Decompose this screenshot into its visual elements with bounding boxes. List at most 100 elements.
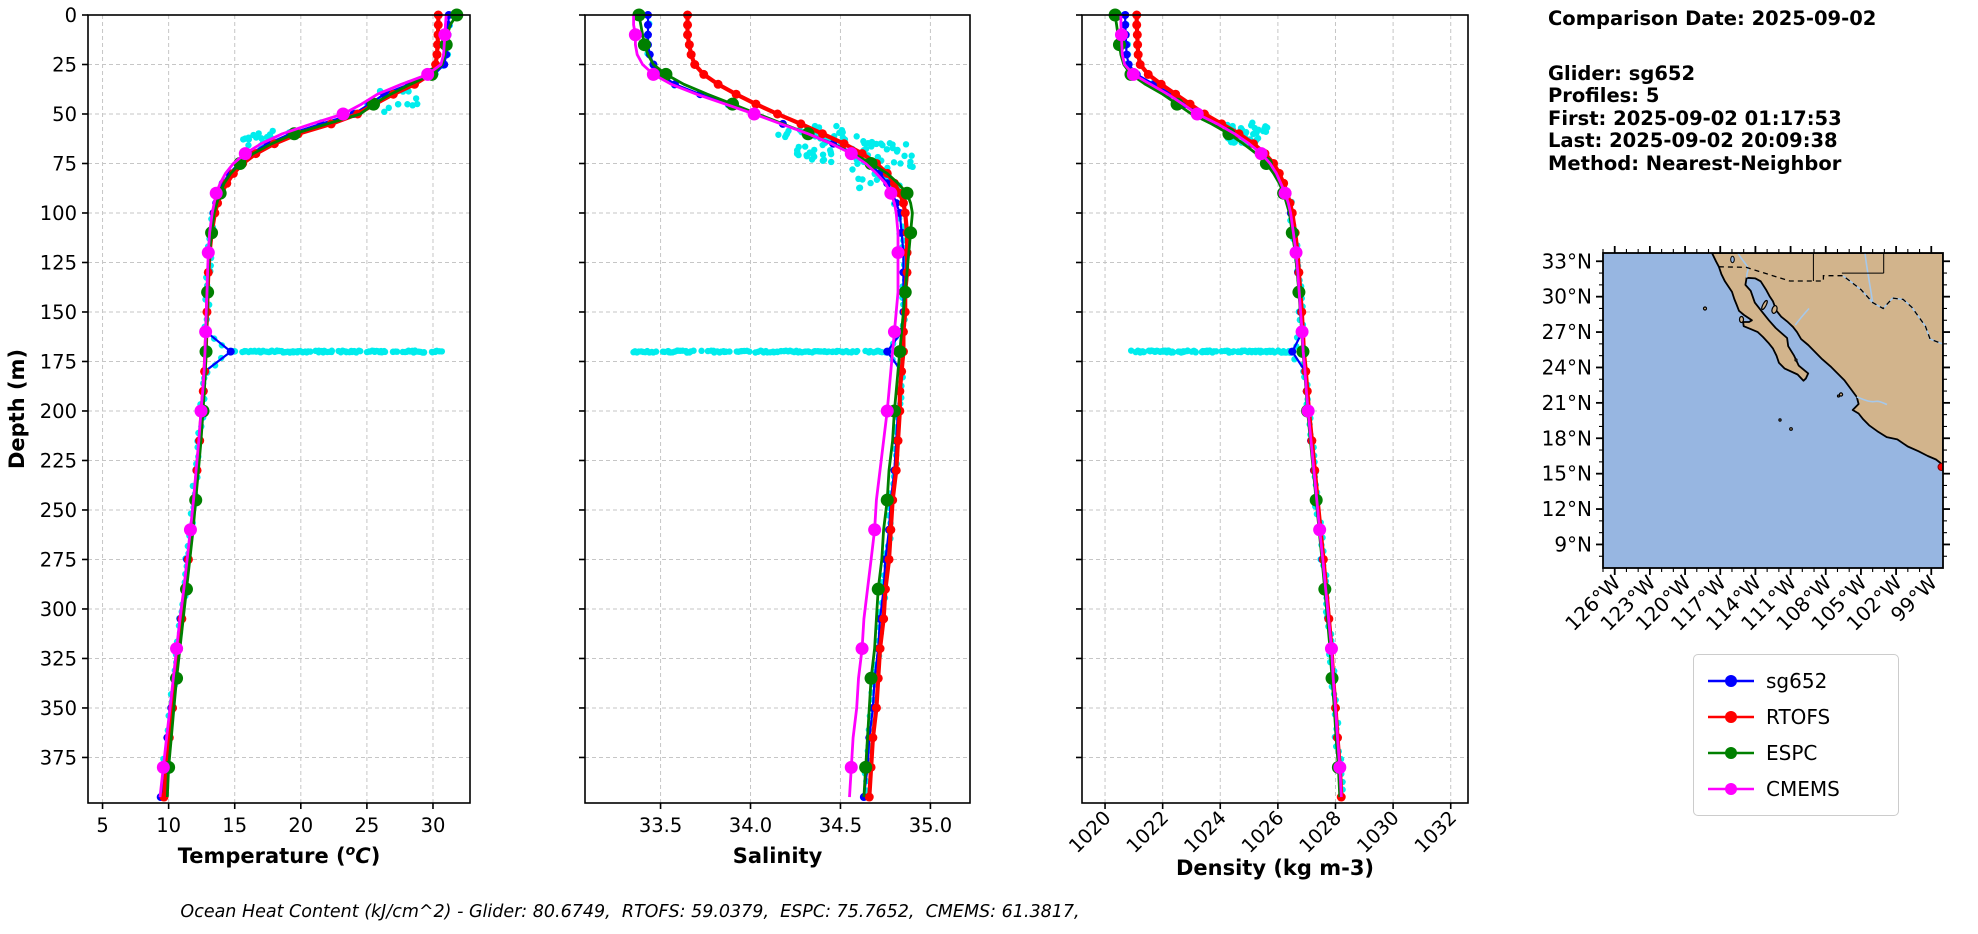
- legend-swatch-ESPC: [1708, 747, 1754, 759]
- state-borders: [1812, 253, 1885, 281]
- series-CMEMS: [156, 14, 452, 798]
- svg-text:30: 30: [421, 814, 446, 837]
- x-axis-label: Density (kg m-3): [1176, 856, 1374, 880]
- svg-text:21°N: 21°N: [1542, 391, 1592, 415]
- svg-text:1030: 1030: [1352, 806, 1403, 857]
- svg-text:175: 175: [40, 350, 77, 373]
- series-CMEMS: [628, 15, 905, 798]
- salinity-plot: 33.5 34.0 34.5 35.0 Salinity: [579, 8, 971, 868]
- grid: [88, 14, 470, 803]
- svg-text:12°N: 12°N: [1542, 497, 1592, 521]
- last-profile-time: Last: 2025-09-02 20:09:38: [1548, 129, 1838, 152]
- svg-text:375: 375: [40, 746, 77, 769]
- svg-text:10: 10: [156, 814, 181, 837]
- axis-ticks: [1076, 14, 1452, 809]
- svg-text:350: 350: [40, 697, 77, 720]
- temperature-profile-chart: 5 10 15 20 25 30 0 25 50 75 100 125 150 175 200 225 250 2…: [0, 0, 520, 884]
- svg-text:1032: 1032: [1410, 806, 1461, 857]
- islands: [1702, 299, 1844, 431]
- us-mexico-border-dashed: [1718, 266, 1943, 345]
- glider-position-marker: [1937, 463, 1943, 471]
- series-ESPC: [632, 8, 918, 798]
- ocean-heat-content-footer: Ocean Heat Content (kJ/cm^2) - Glider: 8…: [180, 902, 1080, 922]
- svg-text:34.5: 34.5: [819, 814, 862, 837]
- axis-ticks: [82, 14, 434, 809]
- series-RTOFS: [683, 10, 912, 802]
- legend-label: CMEMS: [1766, 777, 1840, 801]
- svg-text:250: 250: [40, 499, 77, 522]
- comparison-date: Comparison Date: 2025-09-02: [1548, 7, 1877, 30]
- svg-text:24°N: 24°N: [1542, 355, 1592, 379]
- svg-text:100: 100: [40, 202, 77, 225]
- map-svg: 33°N30°N27°N24°N21°N18°N15°N12°N9°N126°W…: [1542, 246, 1950, 636]
- svg-text:15: 15: [222, 814, 247, 837]
- method-label: Method: Nearest-Neighbor: [1548, 151, 1842, 175]
- svg-text:25: 25: [354, 814, 379, 837]
- comparison-info-panel: Comparison Date: 2025-09-02 Glider: sg65…: [1548, 7, 1877, 175]
- axis-ticks: [579, 14, 932, 809]
- svg-text:18°N: 18°N: [1542, 426, 1592, 450]
- legend-item-RTOFS: RTOFS: [1706, 699, 1888, 735]
- svg-text:5: 5: [96, 814, 108, 837]
- svg-text:1020: 1020: [1064, 806, 1115, 857]
- svg-text:1022: 1022: [1122, 806, 1173, 857]
- svg-text:33°N: 33°N: [1542, 249, 1592, 273]
- svg-text:325: 325: [40, 647, 77, 670]
- density-profile-chart: 1020 1022 1024 1026 1028 1030 1032 Density (kg …: [1000, 0, 1520, 884]
- grid: [1082, 14, 1468, 803]
- legend-swatch-CMEMS: [1708, 783, 1754, 795]
- series-CMEMS: [1114, 15, 1347, 798]
- svg-text:35.0: 35.0: [909, 814, 952, 837]
- plot-border: [87, 14, 471, 804]
- svg-text:27°N: 27°N: [1542, 320, 1592, 344]
- legend-label: sg652: [1766, 669, 1828, 693]
- plot-border: [1081, 14, 1469, 804]
- svg-text:0: 0: [65, 4, 77, 27]
- salinity-profile-chart: 33.5 34.0 34.5 35.0 Salinity: [520, 0, 1000, 884]
- x-axis-label: Temperature (oC): [178, 843, 381, 868]
- svg-text:125: 125: [40, 251, 77, 274]
- svg-text:1028: 1028: [1295, 806, 1346, 857]
- temperature-plot: 5 10 15 20 25 3002550751001251501752002252502…: [5, 4, 471, 868]
- svg-text:300: 300: [40, 598, 77, 621]
- axis-tick-labels: 5 10 15 20 25 3002550751001251501752002252502…: [40, 4, 446, 837]
- glider-name: Glider: sg652: [1548, 61, 1696, 85]
- svg-text:34.0: 34.0: [729, 814, 772, 837]
- legend-label: RTOFS: [1766, 705, 1831, 729]
- legend-item-CMEMS: CMEMS: [1706, 771, 1888, 807]
- svg-text:20: 20: [288, 814, 313, 837]
- svg-text:30°N: 30°N: [1542, 285, 1592, 309]
- svg-text:9°N: 9°N: [1554, 532, 1592, 556]
- y-axis-label: Depth (m): [5, 349, 29, 469]
- plot-border: [584, 14, 971, 804]
- legend: sg652 RTOFS ESPC CMEMS: [1693, 654, 1899, 816]
- svg-text:1024: 1024: [1179, 806, 1230, 857]
- legend-item-sg652: sg652: [1706, 663, 1888, 699]
- first-profile-time: First: 2025-09-02 01:17:53: [1548, 106, 1842, 130]
- legend-item-ESPC: ESPC: [1706, 735, 1888, 771]
- legend-swatch-sg652: [1708, 675, 1754, 687]
- svg-text:33.5: 33.5: [639, 814, 682, 837]
- profiles-count: Profiles: 5: [1548, 84, 1660, 107]
- svg-text:25: 25: [52, 53, 77, 76]
- series-ESPC: [162, 8, 464, 798]
- svg-text:275: 275: [40, 548, 77, 571]
- svg-text:75: 75: [52, 152, 77, 175]
- svg-text:50: 50: [52, 103, 77, 126]
- svg-text:225: 225: [40, 449, 77, 472]
- legend-swatch-RTOFS: [1708, 711, 1754, 723]
- svg-text:15°N: 15°N: [1542, 462, 1592, 486]
- x-axis-label: Salinity: [733, 844, 823, 868]
- map-ticks: [1596, 246, 1950, 575]
- axis-tick-labels: 33.5 34.0 34.5 35.0: [639, 814, 952, 837]
- svg-text:150: 150: [40, 301, 77, 324]
- svg-text:200: 200: [40, 400, 77, 423]
- svg-text:1026: 1026: [1237, 806, 1288, 857]
- map-border: [1602, 252, 1944, 569]
- axis-tick-labels: 1020 1022 1024 1026 1028 1030 1032: [1064, 806, 1461, 857]
- legend-label: ESPC: [1766, 741, 1818, 765]
- salton-sea: [1730, 255, 1735, 264]
- location-map: 33°N 30°N 27°N 24°N 21°N 18°N 15°N 12°N 9°N 126°W…: [1530, 240, 1978, 676]
